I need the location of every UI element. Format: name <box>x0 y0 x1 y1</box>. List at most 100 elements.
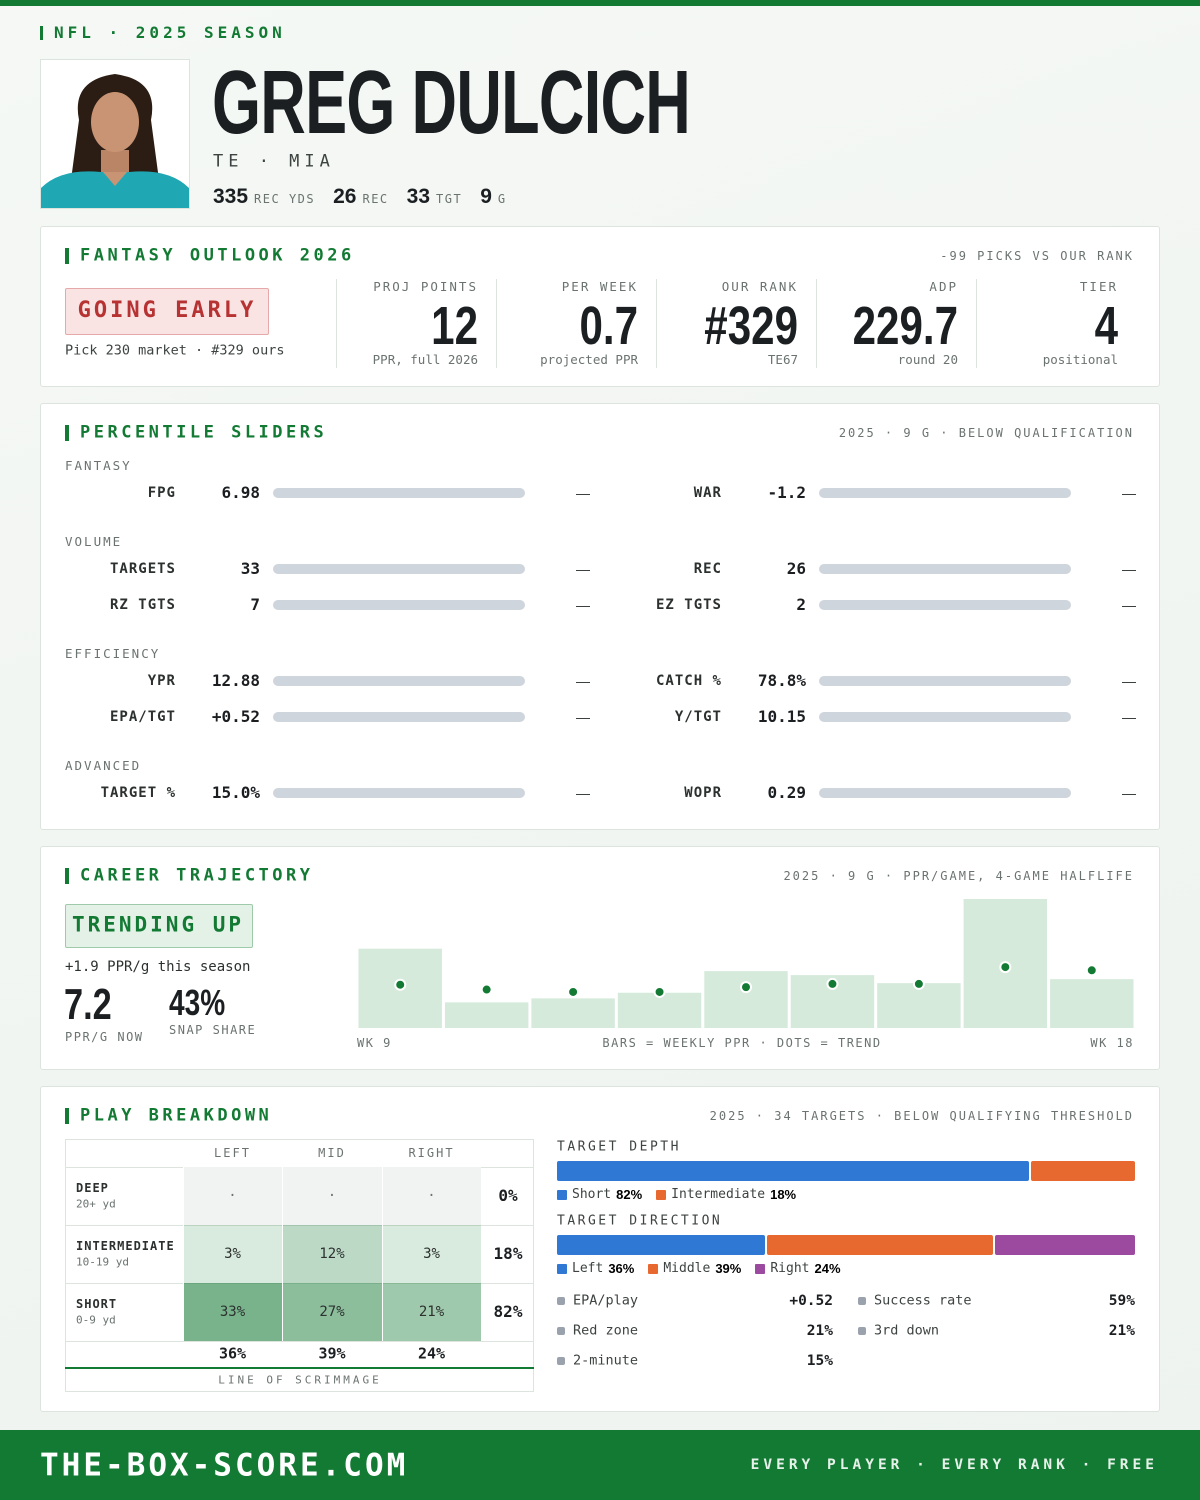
footer-tagline: EVERY PLAYER · EVERY RANK · FREE <box>750 1456 1158 1473</box>
slider-value: 10.15 <box>757 707 806 726</box>
slider-label: RZ TGTS <box>109 597 176 613</box>
slider-label: TARGETS <box>109 561 176 577</box>
slider-value: 0.29 <box>767 783 806 802</box>
zone-cell-value: · <box>327 1188 337 1204</box>
slider-label: REC <box>693 561 722 577</box>
stat-bullet <box>858 1327 866 1335</box>
legend-name: Middle <box>663 1261 711 1276</box>
legend-value: 82% <box>616 1187 643 1202</box>
legend-name: Left <box>572 1261 604 1276</box>
slider-label: YPR <box>147 673 176 689</box>
slider-track <box>819 788 1071 798</box>
player-name: GREG DULCICH <box>212 53 691 153</box>
metric-value: 229.7 <box>852 296 958 356</box>
title-accent <box>65 868 69 884</box>
header-stats: 335 REC YDS 26 REC 33 TGT 9 G <box>213 185 507 209</box>
metric-sub: projected PPR <box>540 351 638 367</box>
metric-value: #329 <box>704 296 798 356</box>
slider-percentile: — <box>1122 709 1136 725</box>
legend-item: Left 36% <box>557 1261 634 1276</box>
footer <box>0 1430 1200 1500</box>
column-total: 36% <box>218 1344 247 1363</box>
metric-divider <box>496 279 497 368</box>
zone-name: INTERMEDIATE <box>76 1239 175 1253</box>
scrimmage-line <box>65 1367 534 1369</box>
stat-value: 21% <box>1108 1322 1135 1339</box>
slider-track <box>273 788 525 798</box>
slider-value: 12.88 <box>211 671 260 690</box>
row-divider <box>65 1341 534 1342</box>
slider-value: -1.2 <box>767 483 806 502</box>
slider-percentile: — <box>576 673 590 689</box>
section-note: 2025 · 9 G · PPR/GAME, 4-GAME HALFLIFE <box>783 869 1134 883</box>
stat-label: Red zone <box>573 1322 639 1339</box>
slider-track <box>819 676 1071 686</box>
section-title: PLAY BREAKDOWN <box>80 1105 273 1126</box>
metric-sub: PPR, full 2026 <box>372 351 478 367</box>
slider-percentile: — <box>576 785 590 801</box>
stat-value: 15% <box>806 1352 833 1369</box>
stack-title: TARGET DIRECTION <box>557 1213 723 1229</box>
slider-label: FPG <box>147 485 176 501</box>
column-total: 39% <box>318 1344 346 1363</box>
zone-cell-value: · <box>228 1188 237 1204</box>
stat-value: 33 <box>406 185 431 208</box>
stack-segment <box>557 1235 766 1255</box>
zone-cell <box>183 1225 282 1283</box>
stat-value: 335 <box>213 185 249 208</box>
top-stripe <box>0 0 1200 6</box>
section-title: PERCENTILE SLIDERS <box>80 422 328 443</box>
zone-cell-value: 3% <box>224 1246 241 1262</box>
zone-name: DEEP <box>76 1181 109 1195</box>
stat-label: Success rate <box>874 1292 972 1309</box>
title-accent <box>65 248 69 264</box>
section-title: FANTASY OUTLOOK 2026 <box>80 245 355 266</box>
slider-track <box>273 600 525 610</box>
zone-range: 10-19 yd <box>76 1255 129 1269</box>
player-position: TE · MIA <box>213 151 335 172</box>
zone-cell-value: 21% <box>418 1304 445 1320</box>
league: NFL · 2025 SEASON <box>54 23 286 42</box>
stat-value: 26 <box>333 185 357 208</box>
slider-label: CATCH % <box>655 673 722 689</box>
slider-value: 7 <box>250 595 260 614</box>
stack-legend: Left 36% Middle 39% Right 24% <box>557 1261 841 1276</box>
column-total: 24% <box>417 1344 446 1363</box>
zone-cell <box>183 1167 282 1225</box>
zone-cell-value: 3% <box>423 1246 440 1262</box>
stack-legend: Short 82% Intermediate 18% <box>557 1187 796 1202</box>
metric-sub: round 20 <box>897 351 958 367</box>
row-divider <box>65 1225 534 1226</box>
row-total: 18% <box>493 1244 523 1263</box>
stat-unit: TGT <box>436 192 463 206</box>
big-stat: 43% <box>169 982 226 1023</box>
legend-name: Right <box>770 1261 810 1276</box>
slider-percentile: — <box>576 709 590 725</box>
zone-cell <box>282 1283 382 1341</box>
metric-label: ADP <box>929 278 958 294</box>
axis-label: WK 18 <box>1090 1036 1134 1050</box>
legend-swatch <box>755 1263 766 1274</box>
badge-sub: Pick 230 market · #329 ours <box>65 342 285 359</box>
slider-percentile: — <box>1122 597 1136 613</box>
metric-value: 12 <box>431 296 478 356</box>
metric-sub: positional <box>1042 351 1118 367</box>
badge-trending-up <box>65 904 253 948</box>
league-accent <box>40 26 43 40</box>
column-header: MID <box>318 1146 346 1160</box>
section-title: CAREER TRAJECTORY <box>80 865 314 886</box>
footer-site: THE-BOX-SCORE.COM <box>40 1447 409 1484</box>
legend-item: Short 82% <box>557 1187 642 1202</box>
table-caption: LINE OF SCRIMMAGE <box>218 1373 382 1387</box>
stat-unit: REC <box>362 192 389 206</box>
zone-cell-value: 12% <box>319 1246 345 1262</box>
legend-item: Middle 39% <box>648 1261 741 1276</box>
title-accent <box>65 425 69 441</box>
slider-label: EZ TGTS <box>655 597 722 613</box>
legend-value: 18% <box>770 1187 797 1202</box>
slider-track <box>273 712 525 722</box>
stat-bullet <box>557 1327 565 1335</box>
legend-name: Intermediate <box>671 1187 766 1202</box>
